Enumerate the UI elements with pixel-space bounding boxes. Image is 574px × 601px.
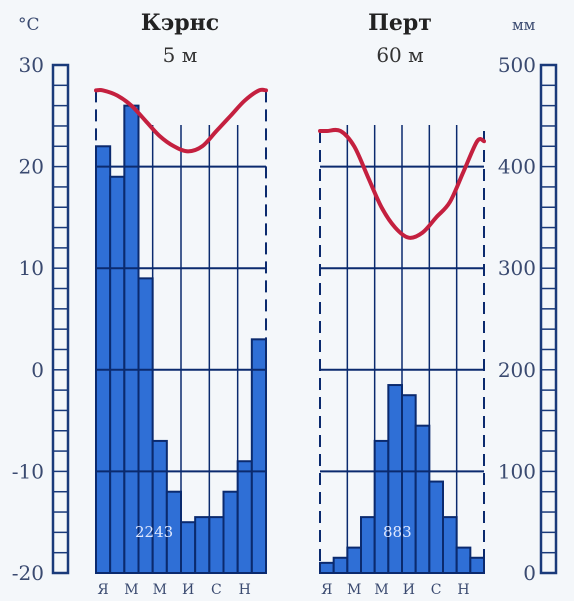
month-label: С — [211, 582, 222, 598]
right-axis-scale — [539, 63, 558, 575]
month-label: М — [347, 582, 361, 598]
temperature-curve — [318, 127, 486, 240]
month-label: Н — [457, 582, 469, 598]
temperature-curve — [94, 87, 268, 154]
precipitation-tick-label: 200 — [498, 358, 536, 382]
temperature-tick-label: -20 — [12, 561, 44, 585]
precipitation-tick-label: 500 — [498, 53, 536, 77]
precipitation-bar — [151, 439, 168, 575]
precipitation-bar — [180, 521, 197, 575]
precipitation-bar — [428, 480, 445, 574]
precipitation-bar — [319, 561, 335, 575]
precipitation-bar — [373, 439, 390, 575]
precipitation-bar — [455, 546, 472, 574]
station-2-elevation: 60 м — [376, 43, 423, 67]
precipitation-bar — [346, 546, 363, 574]
precipitation-bar — [222, 490, 239, 574]
month-label: М — [374, 582, 388, 598]
station-2-name: Перт — [368, 10, 432, 36]
month-label: Я — [97, 582, 108, 598]
month-label: И — [403, 582, 415, 598]
month-label: М — [124, 582, 138, 598]
month-label: М — [153, 582, 167, 598]
month-label: С — [431, 582, 442, 598]
precipitation-bar — [469, 556, 486, 575]
month-label: И — [182, 582, 194, 598]
precipitation-bar — [123, 104, 140, 574]
precipitation-tick-label: 300 — [498, 256, 536, 280]
precipitation-bar — [414, 424, 431, 574]
precipitation-bar — [95, 145, 112, 574]
station-1-panel — [94, 87, 268, 575]
temperature-tick-label: 30 — [19, 53, 44, 77]
precipitation-bar — [401, 394, 417, 575]
station-1-name: Кэрнс — [141, 10, 219, 36]
precipitation-bar — [442, 516, 458, 574]
precipitation-bar — [387, 384, 404, 575]
station-1-annual-precipitation: 2243 — [135, 523, 173, 541]
precipitation-tick-label: 100 — [498, 459, 536, 483]
precipitation-bar — [208, 516, 225, 574]
station-2-annual-precipitation: 883 — [383, 523, 412, 541]
temperature-unit-label: °C — [18, 15, 40, 35]
precipitation-tick-label: 0 — [523, 561, 536, 585]
precipitation-bar — [236, 460, 253, 574]
precipitation-tick-labels: 500 400 300 200 100 0 — [498, 53, 536, 585]
station-1-elevation: 5 м — [163, 43, 198, 67]
temperature-tick-label: 10 — [19, 256, 44, 280]
precipitation-tick-label: 400 — [498, 155, 536, 179]
temperature-tick-label: 0 — [31, 358, 44, 382]
month-label: Н — [239, 582, 251, 598]
temperature-tick-label: -10 — [12, 459, 44, 483]
station-2-panel — [318, 125, 486, 575]
precipitation-unit-label: мм — [512, 16, 536, 34]
precipitation-bar — [250, 338, 267, 574]
precipitation-bar — [332, 556, 349, 575]
temperature-tick-label: 20 — [19, 155, 44, 179]
month-label: Я — [321, 582, 332, 598]
precipitation-bar — [194, 516, 211, 574]
temperature-tick-labels: 30 20 10 0 -10 -20 — [12, 53, 44, 585]
left-axis-scale — [51, 63, 70, 575]
precipitation-bar — [109, 175, 126, 574]
precipitation-bar — [360, 516, 376, 574]
